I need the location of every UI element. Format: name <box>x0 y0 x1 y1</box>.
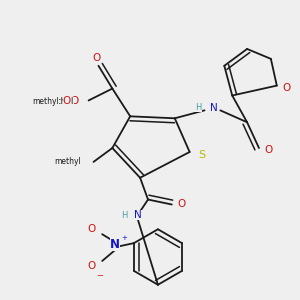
Text: N: N <box>209 103 217 113</box>
Text: O: O <box>63 97 71 106</box>
Text: O: O <box>283 82 291 93</box>
Text: N: N <box>110 238 120 250</box>
Text: H: H <box>195 103 202 112</box>
Text: H: H <box>121 211 127 220</box>
Text: S: S <box>198 150 205 160</box>
Text: O: O <box>70 97 79 106</box>
Text: methyl: methyl <box>33 97 59 106</box>
Text: methyl: methyl <box>54 158 81 166</box>
Text: N: N <box>134 210 142 220</box>
Text: O: O <box>178 200 186 209</box>
Text: O: O <box>265 145 273 155</box>
Text: O: O <box>92 53 101 63</box>
Text: O: O <box>87 261 95 271</box>
Text: +: + <box>121 235 127 241</box>
Text: −: − <box>96 271 103 280</box>
Text: methyl: methyl <box>44 97 74 106</box>
Text: O: O <box>87 224 95 234</box>
